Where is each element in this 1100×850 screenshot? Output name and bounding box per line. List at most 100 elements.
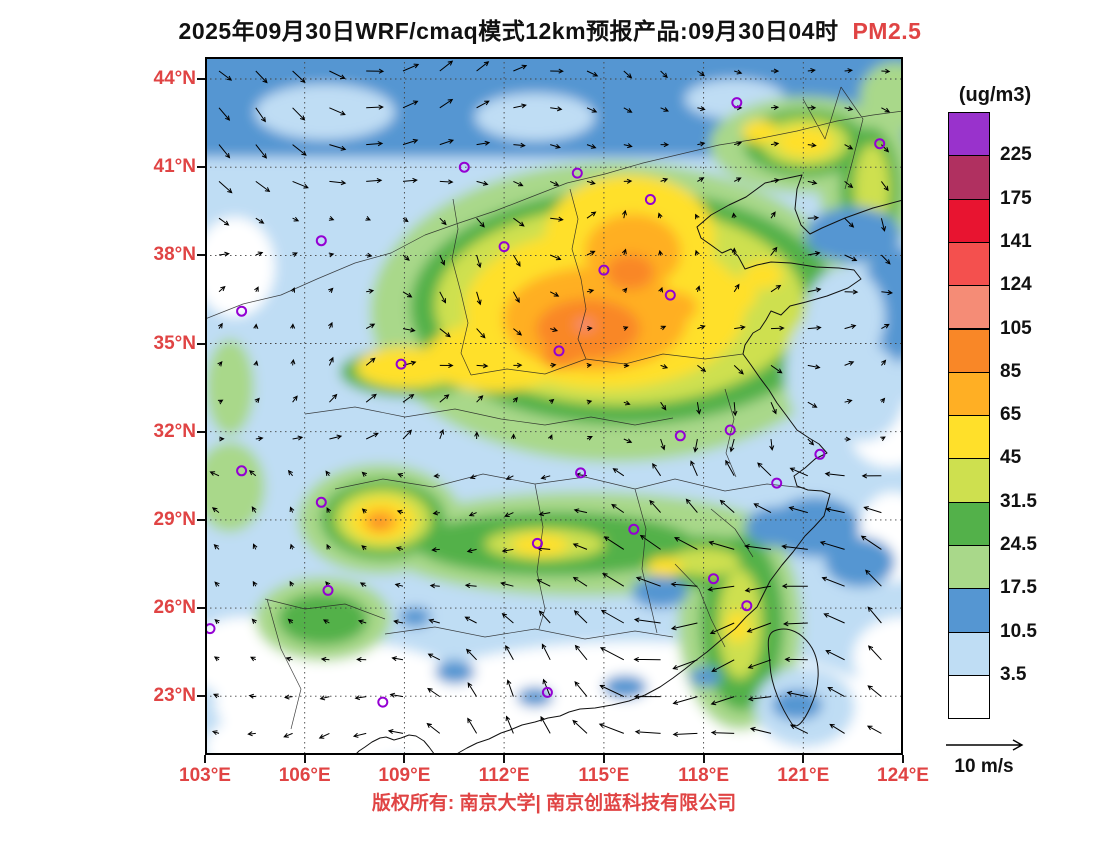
city-marker — [315, 496, 327, 508]
colorbar-tick-label: 85 — [1000, 360, 1022, 382]
axis-tick — [702, 755, 705, 763]
city-marker — [814, 448, 826, 460]
pm25-map — [205, 57, 903, 755]
city-marker — [731, 97, 743, 109]
axis-tick — [902, 755, 904, 763]
city-marker — [628, 523, 640, 535]
lat-tick-label: 35°N — [153, 332, 196, 354]
forecast-title: 2025年09月30日WRF/cmaq模式12km预报产品:09月30日04时 P… — [0, 12, 1100, 46]
lon-tick-label: 106°E — [278, 765, 331, 786]
province-borders — [205, 86, 903, 730]
axis-tick — [303, 755, 306, 763]
colorbar-box — [948, 198, 990, 243]
city-marker — [322, 584, 334, 596]
axis-tick — [602, 755, 605, 763]
city-marker — [236, 305, 248, 317]
axis-tick — [204, 755, 206, 763]
colorbar-box — [948, 545, 990, 590]
lat-tick-label: 41°N — [153, 156, 196, 178]
lat-tick-label: 29°N — [153, 508, 196, 530]
colorbar-tick-label: 225 — [1000, 144, 1032, 166]
city-marker — [708, 573, 719, 585]
city-marker — [458, 161, 470, 173]
pm25-concentration-field — [205, 57, 903, 755]
axis-tick — [403, 755, 406, 763]
wind-reference-arrow — [946, 739, 1024, 751]
city-marker — [724, 424, 736, 436]
lon-tick-label: 112°E — [478, 765, 530, 786]
colorbar-tick-label: 124 — [1000, 274, 1032, 296]
colorbar-tick-label: 175 — [1000, 187, 1032, 209]
city-marker — [771, 477, 783, 489]
colorbar-box — [948, 328, 990, 373]
city-marker — [236, 465, 248, 477]
city-marker — [531, 537, 543, 549]
axis-tick — [197, 78, 205, 81]
axis-tick — [197, 166, 205, 169]
colorbar-box — [948, 674, 990, 720]
axis-tick — [802, 755, 805, 763]
map-canvas — [205, 57, 903, 755]
axis-tick — [197, 254, 205, 257]
colorbar-box — [948, 155, 990, 200]
lon-tick-label: 109°E — [378, 765, 431, 786]
lon-tick-label: 103°E — [179, 765, 231, 786]
colorbar-tick-label: 65 — [1000, 404, 1022, 426]
forecast-title-main: 2025年09月30日WRF/cmaq模式12km预报产品:09月30日04时 — [178, 18, 839, 44]
city-marker — [598, 264, 610, 276]
city-marker — [315, 235, 327, 247]
lat-tick-label: 26°N — [153, 597, 196, 619]
colorbar-tick-label: 31.5 — [1000, 490, 1037, 512]
lat-tick-label: 32°N — [153, 420, 196, 442]
colorbar-tick-label: 141 — [1000, 230, 1032, 252]
city-marker — [541, 686, 553, 698]
city-marker — [575, 467, 587, 479]
axis-tick — [197, 430, 205, 433]
city-marker — [553, 345, 565, 357]
city-marker — [377, 696, 389, 708]
colorbar-tick-label: 105 — [1000, 317, 1032, 339]
lat-tick-label: 38°N — [153, 244, 196, 266]
lon-tick-label: 124°E — [877, 765, 929, 786]
colorbar-box — [948, 458, 990, 503]
axis-tick — [197, 518, 205, 521]
colorbar-box — [948, 371, 990, 417]
axis-tick — [503, 755, 506, 763]
colorbar-box — [948, 415, 990, 460]
copyright-text: 版权所有: 南京大学| 南京创蓝科技有限公司 — [371, 793, 737, 814]
wind-vectors — [209, 60, 893, 739]
colorbar-tick-label: 10.5 — [1000, 620, 1037, 642]
colorbar-box — [948, 112, 990, 157]
colorbar-tick-label: 17.5 — [1000, 577, 1037, 599]
coastline — [354, 174, 903, 755]
colorbar-box — [948, 285, 990, 330]
city-marker — [644, 194, 656, 205]
city-marker — [571, 167, 583, 179]
colorbar-tick-label: 45 — [1000, 447, 1022, 469]
axis-tick — [197, 695, 205, 698]
colorbar-box — [948, 501, 990, 546]
colorbar-box — [948, 588, 990, 633]
colorbar-box — [948, 631, 990, 676]
city-marker — [674, 430, 686, 442]
colorbar-tick-label: 3.5 — [1000, 663, 1027, 685]
city-marker — [498, 241, 510, 253]
pollutant-label: PM2.5 — [852, 18, 922, 44]
city-marker — [664, 289, 676, 301]
lat-tick-label: 44°N — [153, 68, 196, 90]
city-marker — [874, 138, 886, 150]
wind-reference-label: 10 m/s — [954, 756, 1014, 777]
lat-tick-label: 23°N — [153, 685, 196, 707]
lon-tick-label: 115°E — [578, 765, 630, 786]
city-marker — [395, 358, 407, 370]
colorbar-tick-label: 24.5 — [1000, 534, 1037, 555]
lon-tick-label: 118°E — [678, 765, 730, 786]
axis-tick — [197, 607, 205, 610]
city-marker — [741, 600, 753, 612]
axis-tick — [197, 342, 205, 345]
map-frame — [205, 57, 903, 755]
city-markers — [205, 97, 886, 708]
colorbar-box — [948, 241, 990, 287]
lon-tick-label: 121°E — [777, 765, 830, 786]
